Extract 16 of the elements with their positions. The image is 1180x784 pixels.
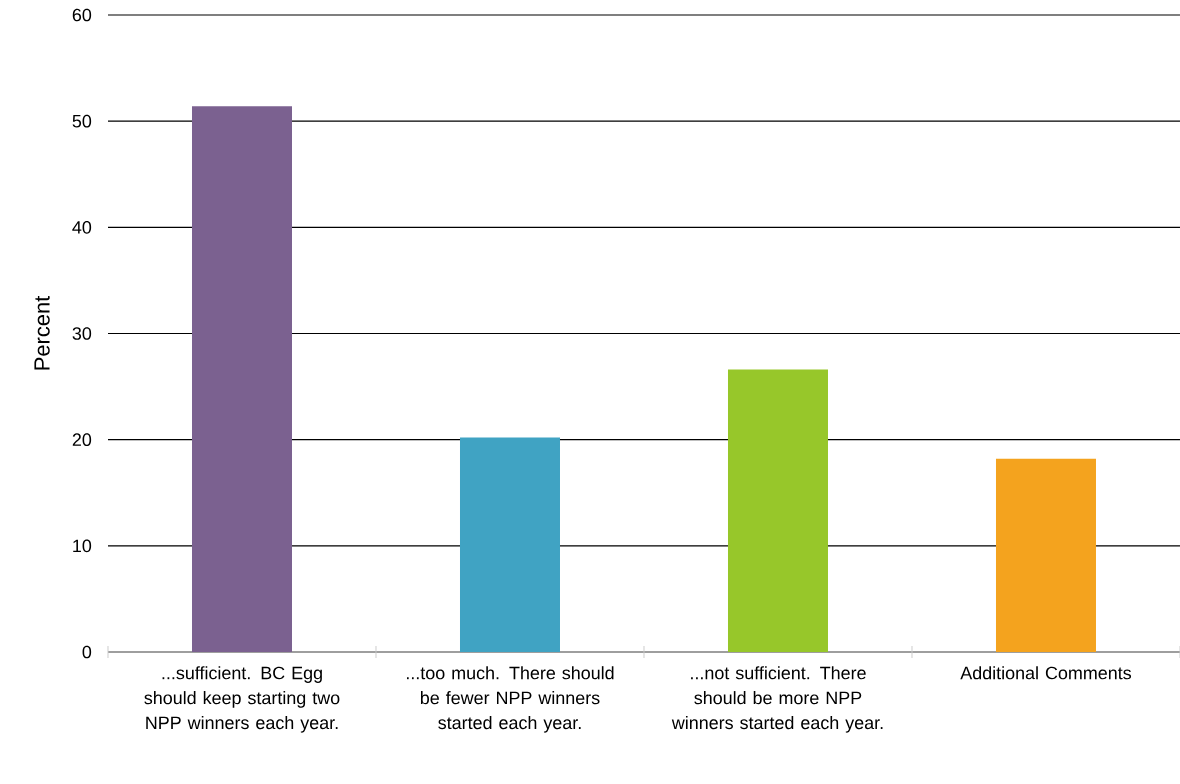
y-axis-title: Percent bbox=[34, 295, 50, 370]
bar bbox=[995, 458, 1096, 652]
y-tick-label: 60 bbox=[72, 8, 92, 22]
x-tick-label: ...too much. There should be fewer NPP winners started each year. bbox=[406, 666, 614, 733]
y-tick-label: 40 bbox=[72, 220, 92, 234]
bar bbox=[727, 369, 828, 652]
bar bbox=[192, 106, 292, 652]
y-tick-label: 50 bbox=[72, 114, 92, 128]
y-tick-label: 30 bbox=[72, 327, 92, 340]
x-tick-label: ...not sufficient. There should be more NPP winners started each year. bbox=[671, 666, 883, 733]
x-tick-label: Additional Comments bbox=[960, 666, 1132, 680]
y-tick-label: 10 bbox=[73, 539, 92, 553]
y-tick-label: 20 bbox=[72, 433, 92, 447]
y-tick-label: 0 bbox=[82, 645, 92, 659]
bar bbox=[459, 437, 560, 652]
x-tick-label: ...sufficient. BC Egg should keep starting two NPP winners each year. bbox=[144, 666, 340, 733]
